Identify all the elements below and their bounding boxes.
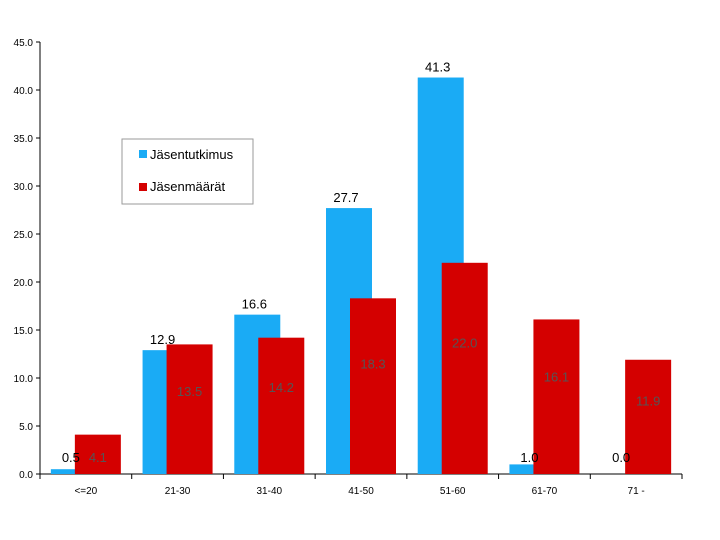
x-tick-label: 61-70 [532, 486, 558, 497]
legend-label-jasenmaarat: Jäsenmäärät [150, 179, 226, 194]
data-label-jasenmaarat: 22.0 [452, 335, 477, 350]
bar-jasenmaarat [533, 319, 580, 474]
y-tick-label: 5.0 [19, 422, 33, 433]
data-label-jasentutkimus: 16.6 [242, 297, 267, 312]
chart-bars [50, 77, 672, 475]
x-tick-label: <=20 [74, 486, 97, 497]
data-label-jasenmaarat: 16.1 [544, 369, 569, 384]
legend-swatch-jasenmaarat [139, 183, 147, 191]
legend-box [121, 138, 254, 205]
chart-legend: Jäsentutkimus Jäsenmäärät [121, 138, 254, 205]
x-tick-label: 21-30 [165, 486, 191, 497]
data-label-jasentutkimus: 27.7 [333, 190, 358, 205]
bar-jasenmaarat [441, 262, 488, 474]
legend-swatch-jasentutkimus [139, 150, 147, 158]
y-tick-label: 10.0 [14, 374, 34, 385]
data-label-jasentutkimus: 0.5 [62, 450, 80, 465]
x-tick-label: 51-60 [440, 486, 466, 497]
data-label-jasenmaarat: 13.5 [177, 384, 202, 399]
y-tick-label: 0.0 [19, 470, 33, 481]
y-tick-label: 20.0 [14, 278, 34, 289]
y-tick-label: 30.0 [14, 182, 34, 193]
x-tick-label: 71 - [628, 486, 645, 497]
x-tick-label: 41-50 [348, 486, 374, 497]
data-label-jasentutkimus: 12.9 [150, 332, 175, 347]
y-tick-label: 15.0 [14, 326, 34, 337]
y-tick-label: 35.0 [14, 134, 34, 145]
bar-jasenmaarat [625, 359, 672, 474]
bar-jasentutkimus [50, 469, 97, 474]
legend-label-jasentutkimus: Jäsentutkimus [150, 147, 234, 162]
bar-jasenmaarat [74, 434, 121, 474]
data-label-jasenmaarat: 18.3 [360, 357, 385, 372]
y-tick-label: 40.0 [14, 86, 34, 97]
bar-jasenmaarat [258, 337, 305, 474]
data-label-jasentutkimus: 0.0 [612, 450, 630, 465]
y-tick-label: 25.0 [14, 230, 34, 241]
data-label-jasenmaarat: 4.1 [89, 450, 107, 465]
data-label-jasenmaarat: 14.2 [269, 380, 294, 395]
x-tick-label: 31-40 [256, 486, 282, 497]
chart-data-labels: 0.5 4.1 12.9 13.5 16.6 14.2 27.7 18.3 41.3 22.0 1.… [62, 60, 660, 465]
data-label-jasentutkimus: 1.0 [520, 450, 538, 465]
bar-jasenmaarat [350, 298, 396, 474]
bar-jasentutkimus [509, 464, 556, 474]
data-label-jasentutkimus: 41.3 [425, 60, 450, 75]
y-tick-label: 45.0 [14, 38, 34, 49]
chart-axes: 0.0 5.0 10.0 15.0 20.0 25.0 30.0 35.0 40.0 45.0 <=… [14, 38, 683, 497]
bar-jasenmaarat [166, 344, 213, 474]
data-label-jasenmaarat: 11.9 [636, 393, 660, 408]
